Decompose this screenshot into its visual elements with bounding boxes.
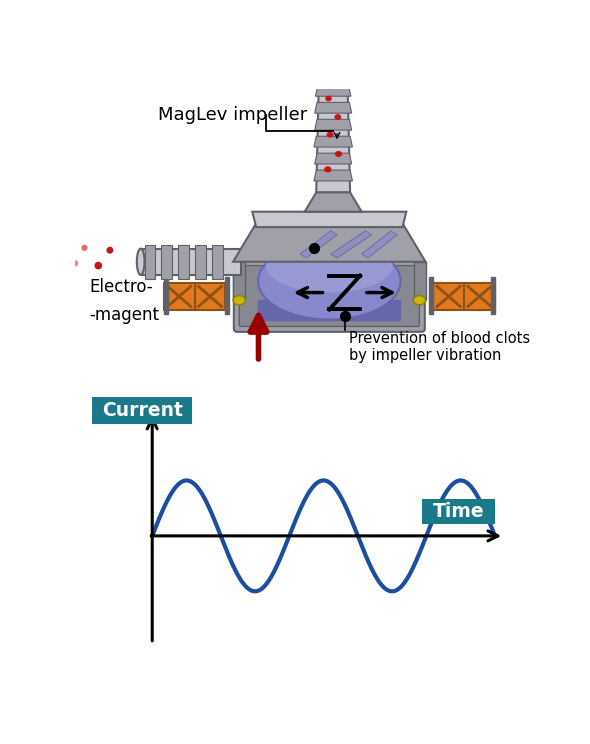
Polygon shape [140,248,241,275]
Polygon shape [430,278,433,314]
Ellipse shape [332,25,339,30]
Ellipse shape [413,295,425,305]
Ellipse shape [81,245,87,251]
Polygon shape [314,103,352,113]
Ellipse shape [327,132,333,138]
Text: -magent: -magent [89,307,159,324]
Polygon shape [362,231,397,258]
Polygon shape [145,245,155,279]
Ellipse shape [327,60,334,65]
FancyBboxPatch shape [195,283,225,310]
FancyBboxPatch shape [234,260,425,332]
Ellipse shape [233,295,245,305]
Ellipse shape [94,262,102,269]
Ellipse shape [335,114,341,120]
Text: Electro-: Electro- [89,278,153,296]
Ellipse shape [106,247,113,254]
FancyBboxPatch shape [433,283,464,310]
Polygon shape [314,170,352,181]
Polygon shape [316,86,351,96]
Polygon shape [164,278,168,314]
Polygon shape [212,245,223,279]
Ellipse shape [325,96,332,101]
Ellipse shape [258,243,401,319]
Polygon shape [414,262,425,301]
Ellipse shape [61,250,66,255]
Polygon shape [491,278,495,314]
Ellipse shape [335,151,342,157]
Ellipse shape [266,239,393,292]
Ellipse shape [72,260,78,266]
Polygon shape [253,212,407,227]
Polygon shape [331,231,372,258]
Text: Current: Current [102,401,183,420]
Text: MagLev impeller: MagLev impeller [158,106,307,124]
FancyBboxPatch shape [92,397,192,424]
FancyBboxPatch shape [464,283,495,310]
Text: Time: Time [432,502,484,521]
Ellipse shape [318,57,349,66]
FancyBboxPatch shape [239,266,419,327]
Polygon shape [233,223,425,262]
Ellipse shape [334,44,340,48]
Ellipse shape [324,166,332,173]
Polygon shape [314,136,352,147]
Polygon shape [178,245,189,279]
Text: Prevention of blood clots
by impeller vibration: Prevention of blood clots by impeller vi… [349,331,530,364]
Polygon shape [258,301,400,319]
Polygon shape [304,193,362,212]
Polygon shape [162,245,172,279]
Polygon shape [316,68,351,80]
Polygon shape [314,119,352,130]
Polygon shape [300,231,337,258]
Ellipse shape [333,78,339,83]
FancyBboxPatch shape [164,283,195,310]
FancyBboxPatch shape [422,499,495,525]
Polygon shape [233,262,245,301]
Polygon shape [314,153,352,164]
Ellipse shape [137,248,145,275]
Polygon shape [316,62,350,193]
Polygon shape [195,245,206,279]
Polygon shape [225,278,230,314]
